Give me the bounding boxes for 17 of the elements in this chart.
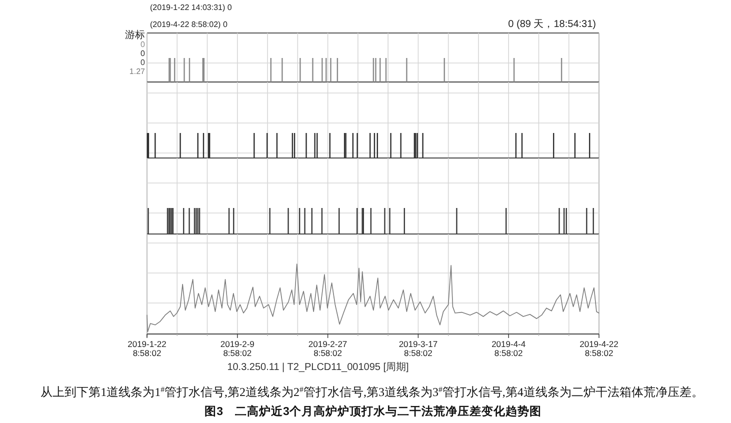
- x-tick-label: 2019-1-22 8:58:02: [128, 339, 167, 358]
- text: (2019-1-22 14:03:31) 0: [150, 3, 232, 12]
- text: 1.27: [129, 67, 146, 76]
- x-tick-label: 2019-4-4 8:58:02: [492, 339, 526, 358]
- text: 0: [140, 58, 146, 67]
- text: 从上到下第1道线条为1$^{#}$管打水信号,第2道线条为2$^{#}$管打水信号,第3道线条为3$^{#}$管打水信号,第4道线条为二炉干法箱体荒净压差。: [40, 384, 704, 399]
- text: 图3 二高炉近3个月高炉炉顶打水与二干法荒净压差变化趋势图: [204, 404, 542, 418]
- x-tick-label: 2019-3-17 8:58:02: [398, 339, 438, 358]
- x-tick-label: 2019-2-9 8:58:02: [220, 339, 255, 358]
- text: 0: [140, 40, 146, 49]
- x-axis-title: 10.3.250.11 | T2_PLCD11_001095 [周期]: [227, 361, 410, 373]
- x-tick-label: 2019-2-27 8:58:02: [308, 339, 348, 358]
- text: 0: [140, 49, 146, 58]
- x-tick-label: 2019-4-22 8:58:02: [580, 339, 619, 358]
- text: (2019-4-22 8:58:02) 0: [150, 20, 228, 29]
- text: 游标: [125, 29, 145, 41]
- text: 0 (89 天，18:54:31): [508, 19, 596, 30]
